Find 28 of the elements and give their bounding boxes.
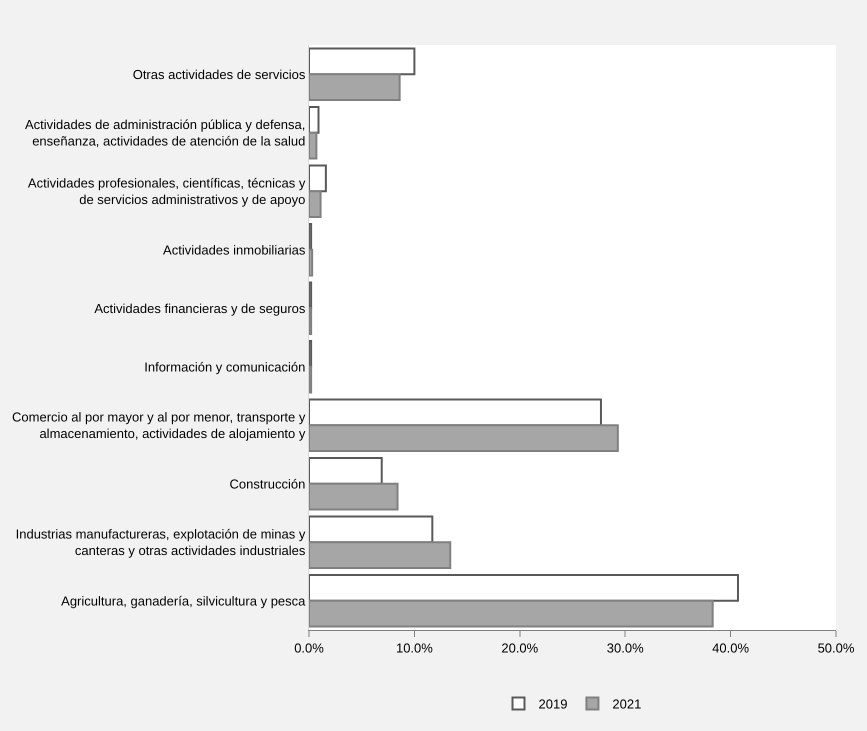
- bar: [309, 482, 399, 510]
- x-tick-label: 40.0%: [712, 640, 750, 656]
- bar: [309, 190, 322, 218]
- legend-label: 2019: [538, 696, 568, 712]
- y-tick-label: Actividades profesionales, científicas, técnicas y de servicios administrativos y de apoyo: [28, 175, 306, 208]
- y-tick-label: Agricultura, ganadería, silvicultura y pesca: [61, 593, 306, 608]
- y-tick-label: Construcción: [230, 476, 306, 492]
- x-tick-label: 20.0%: [501, 640, 539, 656]
- bar: [309, 366, 312, 394]
- x-tick-label: 50.0%: [818, 640, 855, 656]
- legend-label: 2021: [612, 696, 642, 712]
- y-tick-label: Actividades financieras y de seguros: [94, 300, 306, 316]
- y-tick-label: Comercio al por mayor y al por menor, transporte y almacenamiento, actividades de alojamiento y: [12, 409, 306, 442]
- bar: [309, 73, 401, 101]
- x-tick-label: 30.0%: [606, 640, 644, 656]
- y-tick-label: Otras actividades de servicios: [132, 66, 306, 82]
- bar: [309, 307, 312, 335]
- bar: [309, 248, 314, 276]
- bar: [309, 424, 619, 452]
- y-tick-label: Información y comunicación: [144, 359, 306, 374]
- y-tick-label: Industrias manufactureras, explotación de minas y canteras y otras actividades industriales: [16, 526, 306, 558]
- bar: [309, 541, 452, 569]
- y-tick-label: Actividades de administración pública y defensa, enseñanza, actividades de atención de la salud: [25, 116, 306, 149]
- bar: [309, 132, 318, 160]
- x-tick-label: 10.0%: [396, 640, 434, 656]
- x-tick-label: 0.0%: [294, 640, 324, 656]
- bar: [309, 600, 714, 628]
- y-tick-label: Actividades inmobiliarias: [163, 242, 306, 258]
